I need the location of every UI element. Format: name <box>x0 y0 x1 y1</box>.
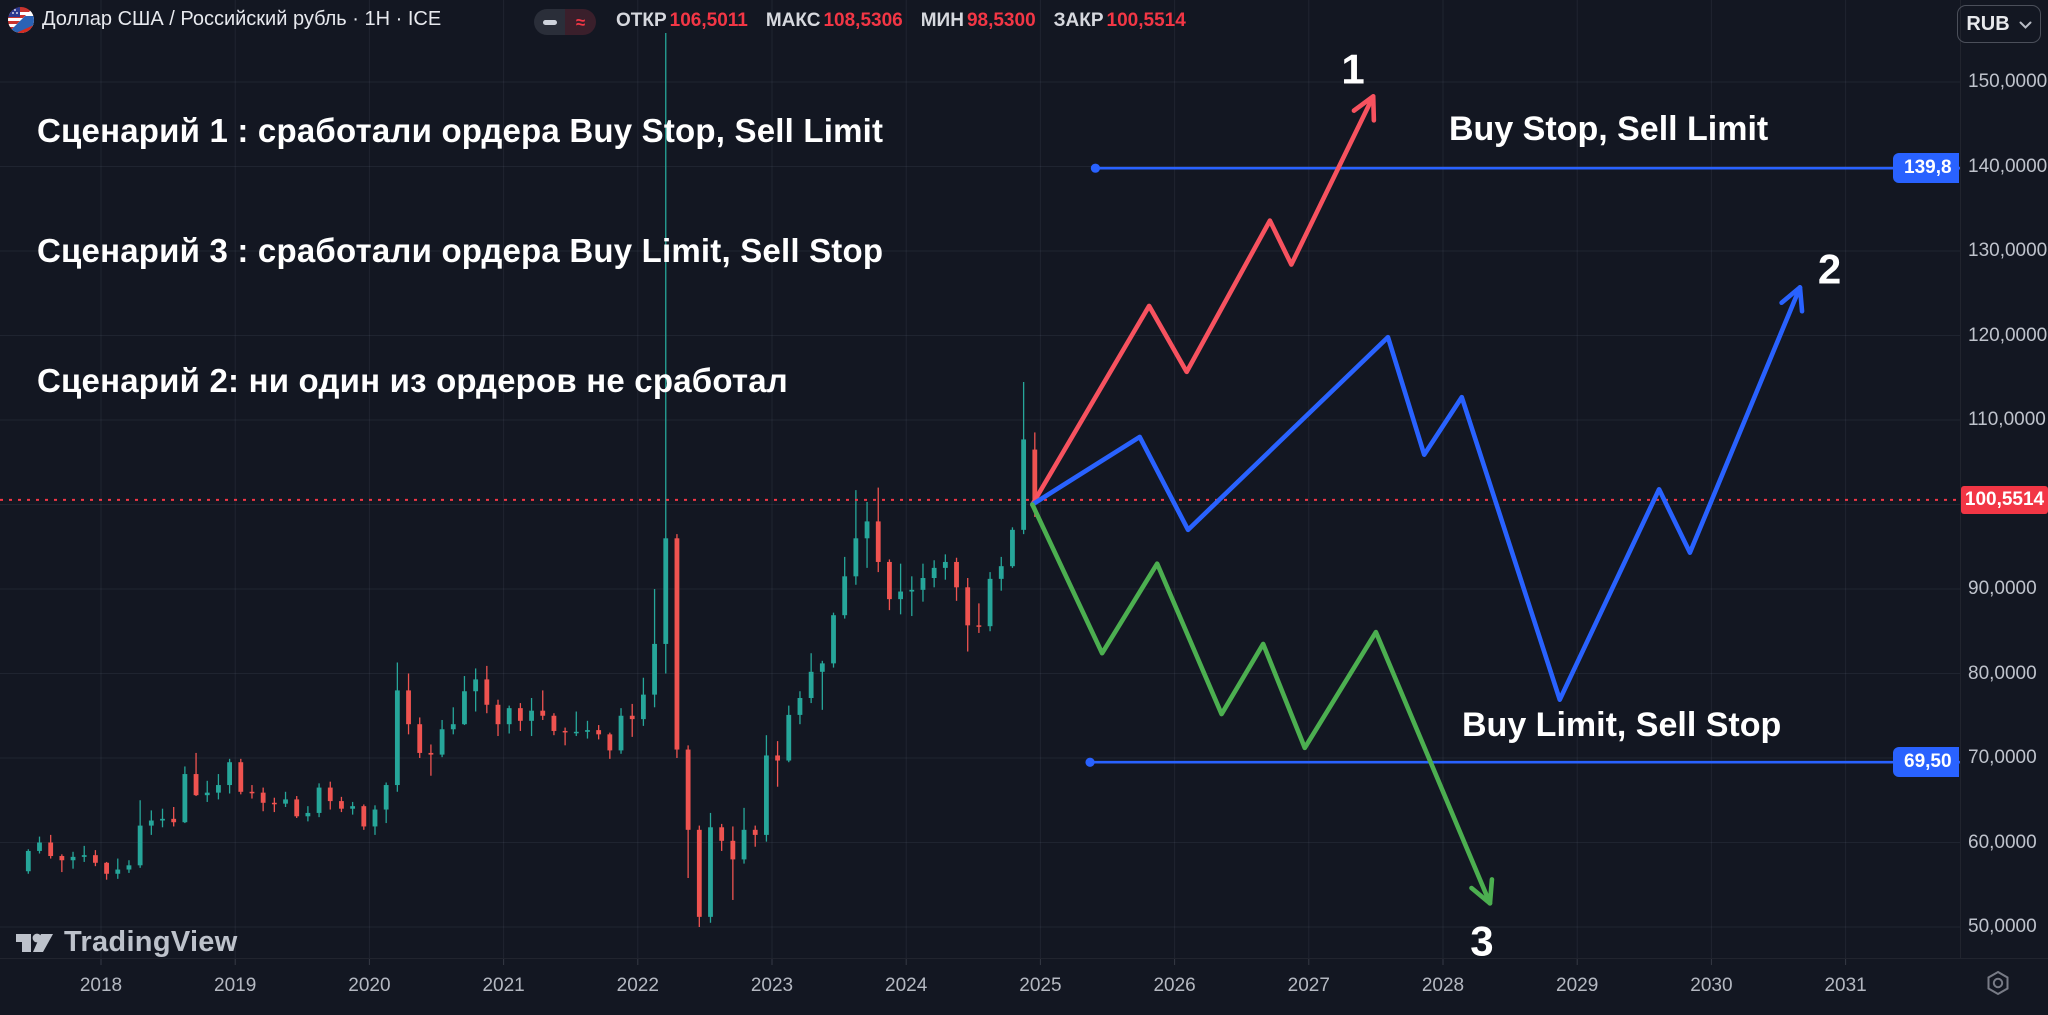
ohlc-close-value: 100,5514 <box>1106 10 1186 31</box>
time-axis-label: 2028 <box>1421 975 1465 996</box>
currency-selector-button[interactable]: RUB <box>1957 5 2041 43</box>
scenario-marker-3: 3 <box>1470 917 1493 964</box>
price-axis-label: 70,0000 <box>1968 747 2037 768</box>
time-axis-label: 2022 <box>616 975 659 996</box>
ohlc-high: МАКС 108,5306 <box>766 10 903 32</box>
time-axis-label: 2018 <box>79 975 123 996</box>
symbol-title[interactable]: Доллар США / Российский рубль · 1Н · ICE <box>42 8 442 30</box>
price-scale-settings-icon[interactable] <box>1984 969 2012 997</box>
minus-dash-icon[interactable] <box>534 9 565 35</box>
ru-flag-half <box>8 7 34 33</box>
buy-limit-sell-stop-label: Buy Limit, Sell Stop <box>1462 706 1782 744</box>
price-axis-label: 90,0000 <box>1968 578 2037 599</box>
time-axis-label: 2027 <box>1287 975 1330 996</box>
time-axis-label: 2024 <box>885 975 928 996</box>
ohlc-low: МИН 98,5300 <box>921 10 1036 32</box>
scenario-2-text: Сценарий 2: ни один из ордеров не сработ… <box>37 362 788 399</box>
price-axis-label: 140,0000 <box>1968 155 2048 177</box>
scenario-3-text: Сценарий 3 : сработали ордера Buy Limit,… <box>37 232 884 269</box>
currency-selector-label: RUB <box>1966 12 2010 35</box>
time-axis-label: 2023 <box>750 975 794 996</box>
header: Доллар США / Российский рубль · 1Н · ICE… <box>0 0 2048 40</box>
ohlc-high-value: 108,5306 <box>823 10 903 31</box>
buy-stop-sell-limit-label: Buy Stop, Sell Limit <box>1449 110 1769 148</box>
ohlc-open-value: 106,5011 <box>669 10 748 31</box>
scenario-1-text: Сценарий 1 : сработали ордера Buy Stop, … <box>37 112 884 149</box>
scenario-marker-2: 2 <box>1818 246 1841 293</box>
price-axis-label: 120,0000 <box>1968 324 2048 346</box>
series-visibility-toggle[interactable]: ≈ <box>534 9 596 35</box>
time-axis-label: 2031 <box>1824 975 1867 996</box>
usd-rub-flag-icon <box>8 7 34 33</box>
time-axis-label: 2029 <box>1556 975 1599 996</box>
ohlc-close: ЗАКР 100,5514 <box>1054 10 1186 32</box>
wave-approx-icon[interactable]: ≈ <box>565 9 596 35</box>
price-axis-label: 130,0000 <box>1968 240 2048 261</box>
ohlc-low-label: МИН <box>920 10 964 31</box>
time-axis-label: 2025 <box>1019 975 1062 996</box>
ohlc-open-label: ОТКР <box>616 10 667 31</box>
scenario-marker-1: 1 <box>1341 45 1364 92</box>
lower-ray-price-tag: 69,50 <box>1893 747 1959 777</box>
time-axis-label: 2030 <box>1690 975 1733 996</box>
time-axis-label: 2021 <box>482 975 525 996</box>
upper-ray-price-tag: 139,8 <box>1893 153 1959 183</box>
ohlc-readout: ОТКР 106,5011 МАКС 108,5306 МИН 98,5300 … <box>616 10 1186 32</box>
price-axis-label: 60,0000 <box>1968 831 2037 853</box>
price-axis-label: 110,0000 <box>1968 409 2046 430</box>
tradingview-brand-text: TradingView <box>64 926 238 958</box>
tradingview-watermark: TradingView <box>14 926 238 959</box>
tradingview-logo-icon <box>16 933 53 952</box>
chevron-down-icon <box>2019 21 2032 29</box>
time-axis-label: 2020 <box>348 975 391 996</box>
ohlc-high-label: МАКС <box>765 10 821 31</box>
price-axis-label: 80,0000 <box>1968 662 2037 684</box>
price-axis-label: 150,0000 <box>1968 71 2048 92</box>
ohlc-close-label: ЗАКР <box>1053 10 1104 31</box>
price-axis-label: 50,0000 <box>1968 916 2037 937</box>
ohlc-open: ОТКР 106,5011 <box>616 10 748 32</box>
ohlc-low-value: 98,5300 <box>966 10 1036 31</box>
last-price-tag: 100,5514 <box>1961 486 2048 514</box>
time-axis-label: 2019 <box>214 975 257 996</box>
time-axis-label: 2026 <box>1153 975 1196 996</box>
